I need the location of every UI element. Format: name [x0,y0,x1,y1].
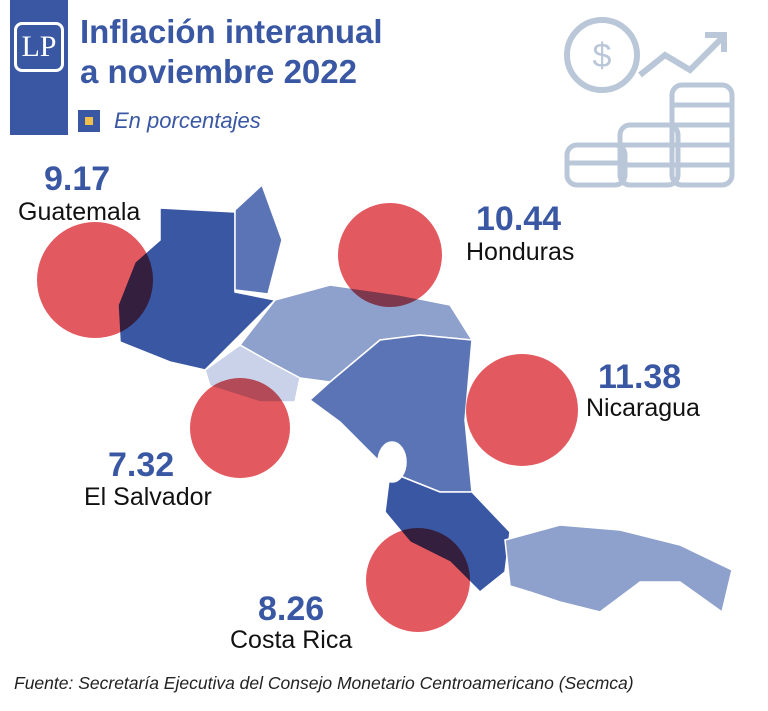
value-costa-rica: 8.26 [258,590,325,628]
title-line-1: Inflación interanual [80,13,383,50]
label-costa-rica: Costa Rica [230,626,353,654]
subtitle: En porcentajes [114,108,261,133]
country-costa-rica [384,470,511,594]
value-nicaragua: 11.38 [598,358,682,396]
lp-logo: LP [14,22,64,72]
legend-swatch [78,110,100,132]
legend: En porcentajes [78,108,261,134]
title-line-2: a noviembre 2022 [80,53,357,90]
bubble-nicaragua [466,354,578,466]
svg-text:$: $ [593,37,612,75]
logo-text: LP [21,30,57,63]
money-growth-icon: $ [564,17,735,188]
country-belize [234,183,283,295]
bubble-costa-rica [366,528,470,632]
label-nicaragua: Nicaragua [586,394,700,422]
value-guatemala: 9.17 [44,160,111,198]
bubble-el-salvador [190,378,290,478]
label-el-salvador: El Salvador [84,483,212,511]
bubble-honduras [338,203,442,307]
label-guatemala: Guatemala [18,198,141,226]
country-panama [504,524,733,614]
lake-nicaragua [377,441,407,483]
bubble-guatemala [37,222,153,338]
value-honduras: 10.44 [476,200,562,238]
page-title: Inflación interanual a noviembre 2022 [80,12,383,92]
source-note: Fuente: Secretaría Ejecutiva del Consejo… [14,673,634,693]
value-el-salvador: 7.32 [108,446,175,484]
label-honduras: Honduras [466,238,575,266]
